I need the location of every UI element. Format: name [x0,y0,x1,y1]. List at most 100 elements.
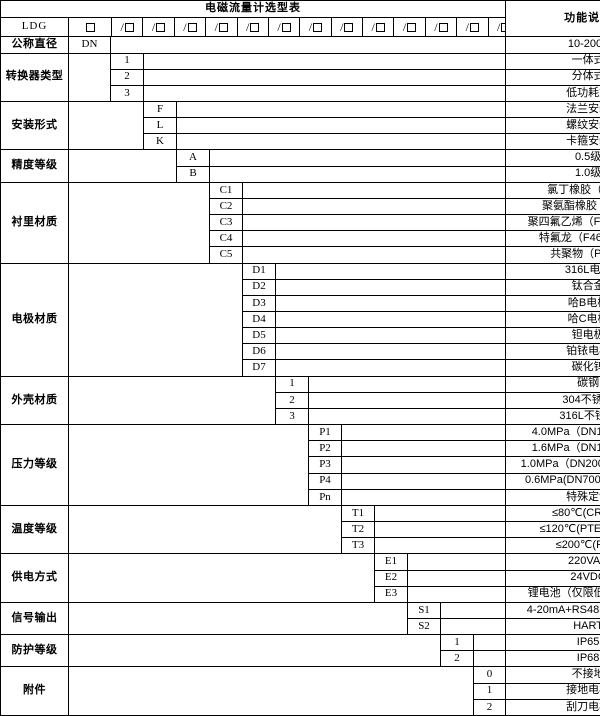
empty-right-3-0 [208,149,507,167]
code-box-10[interactable]: / [394,18,426,36]
code-box-7[interactable]: / [300,18,332,36]
code-slot-box[interactable] [407,22,417,32]
desc-cell-0-0: 10-2000 [505,36,600,54]
code-cell-3-1[interactable]: B [176,165,210,183]
param-row: 1接地电极 [1,682,600,700]
code-cell-1-2[interactable]: 3 [110,84,144,102]
code-slot-box[interactable] [501,22,505,32]
code-box-3[interactable]: / [175,18,207,36]
code-slot-box[interactable] [85,22,95,32]
code-slot-box[interactable] [124,22,134,32]
code-cell-8-0[interactable]: T1 [341,504,375,523]
code-box-11[interactable]: / [426,18,458,36]
param-row: 防护等级 1 IP65 [0,634,600,668]
code-cell-5-1[interactable]: D2 [242,278,276,296]
empty-right-6-0 [307,375,507,393]
param-label-0: 公称直径 [0,36,69,54]
code-cell-5-0[interactable]: D1 [242,262,276,280]
code-slot-box[interactable] [469,22,479,32]
code-cell-10-0[interactable]: S1 [407,601,441,619]
code-cell-7-4[interactable]: Pn [308,488,342,506]
code-cell-2-0[interactable]: F [143,100,177,119]
code-cell-7-1[interactable]: P2 [308,440,342,458]
code-slot-box[interactable] [187,22,197,32]
code-slot-box[interactable] [250,22,260,32]
code-box-6[interactable]: / [269,18,301,36]
code-cell-6-2[interactable]: 3 [275,407,309,426]
code-cell-4-0[interactable]: C1 [209,181,243,199]
code-slot-box[interactable] [344,22,354,32]
code-cell-6-0[interactable]: 1 [275,375,309,393]
param-row: 2刮刀电极 [1,698,600,716]
code-cell-2-2[interactable]: K [143,133,177,151]
empty-right-6-2 [307,407,507,426]
slash-separator: / [308,19,313,34]
code-slot-box[interactable] [438,22,448,32]
code-slot-box[interactable] [281,22,291,32]
code-cell-9-0[interactable]: E1 [374,553,408,571]
code-cell-7-3[interactable]: P4 [308,472,342,490]
code-box-2[interactable]: / [143,18,175,36]
empty-right-9-1 [406,569,507,587]
code-cell-2-1[interactable]: L [143,117,177,135]
code-cell-5-6[interactable]: D7 [242,359,276,377]
desc-cell-5-2: 哈B电极 [505,294,600,313]
code-box-9[interactable]: / [363,18,395,36]
code-cell-4-1[interactable]: C2 [209,197,243,216]
desc-cell-7-1: 1.6MPa（DN15~150） [505,440,600,458]
code-slot-box[interactable] [313,22,323,32]
code-slot-box[interactable] [375,22,385,32]
code-cell-5-3[interactable]: D4 [242,310,276,329]
empty-right-9-2 [406,585,507,603]
code-box-0[interactable] [70,18,112,36]
desc-cell-12-1: 接地电极 [505,682,600,700]
code-cell-12-2[interactable]: 2 [472,698,507,716]
code-cell-4-3[interactable]: C4 [209,230,243,248]
code-cell-9-1[interactable]: E2 [374,569,408,587]
code-cell-12-0[interactable]: 0 [472,666,507,684]
code-cell-1-0[interactable]: 1 [110,52,144,70]
code-cell-5-4[interactable]: D5 [242,327,276,345]
empty-right-6-1 [307,391,507,409]
code-box-4[interactable]: / [206,18,238,36]
code-cell-11-1[interactable]: 2 [440,650,474,668]
code-cell-3-0[interactable]: A [176,149,210,167]
code-cell-7-2[interactable]: P3 [308,456,342,474]
param-label-2: 安装形式 [0,100,69,151]
empty-right-4-1 [241,197,507,216]
empty-right-9-0 [406,553,507,571]
empty-right-7-1 [340,440,507,458]
code-cell-0-0[interactable]: DN [68,36,111,54]
code-cell-10-1[interactable]: S2 [407,617,441,636]
empty-right-4-2 [241,214,507,232]
code-cell-11-0[interactable]: 1 [440,634,474,652]
code-box-8[interactable]: / [332,18,363,36]
slash-separator: / [214,19,218,34]
desc-cell-5-4: 钽电极 [505,327,600,345]
code-cell-12-1[interactable]: 1 [472,682,507,700]
code-cell-8-1[interactable]: T2 [341,521,375,539]
code-cell-8-2[interactable]: T3 [341,537,375,555]
empty-right-8-0 [373,504,507,523]
code-cell-5-2[interactable]: D3 [242,294,276,313]
code-slot-box[interactable] [218,22,228,32]
param-row: 附件 0不接地 [0,666,600,716]
code-slot-box[interactable] [156,22,166,32]
desc-cell-2-0: 法兰安装 [505,100,600,119]
param-row: D5 钽电极 [1,327,600,345]
code-cell-9-2[interactable]: E3 [374,585,408,603]
code-cell-6-1[interactable]: 2 [275,391,309,409]
code-box-5[interactable]: / [238,18,269,36]
code-box-12[interactable]: / [457,18,489,36]
code-cell-1-1[interactable]: 2 [110,68,144,86]
slash-separator: / [402,19,407,34]
code-cell-4-4[interactable]: C5 [209,246,243,264]
code-cell-4-2[interactable]: C3 [209,214,243,232]
param-row: 衬里材质 C1 氯丁橡胶（CR） [0,181,600,264]
code-cell-5-5[interactable]: D6 [242,343,276,361]
code-cell-7-0[interactable]: P1 [308,424,342,442]
code-box-13[interactable]: / [489,19,505,36]
code-box-1[interactable]: / [112,18,144,36]
